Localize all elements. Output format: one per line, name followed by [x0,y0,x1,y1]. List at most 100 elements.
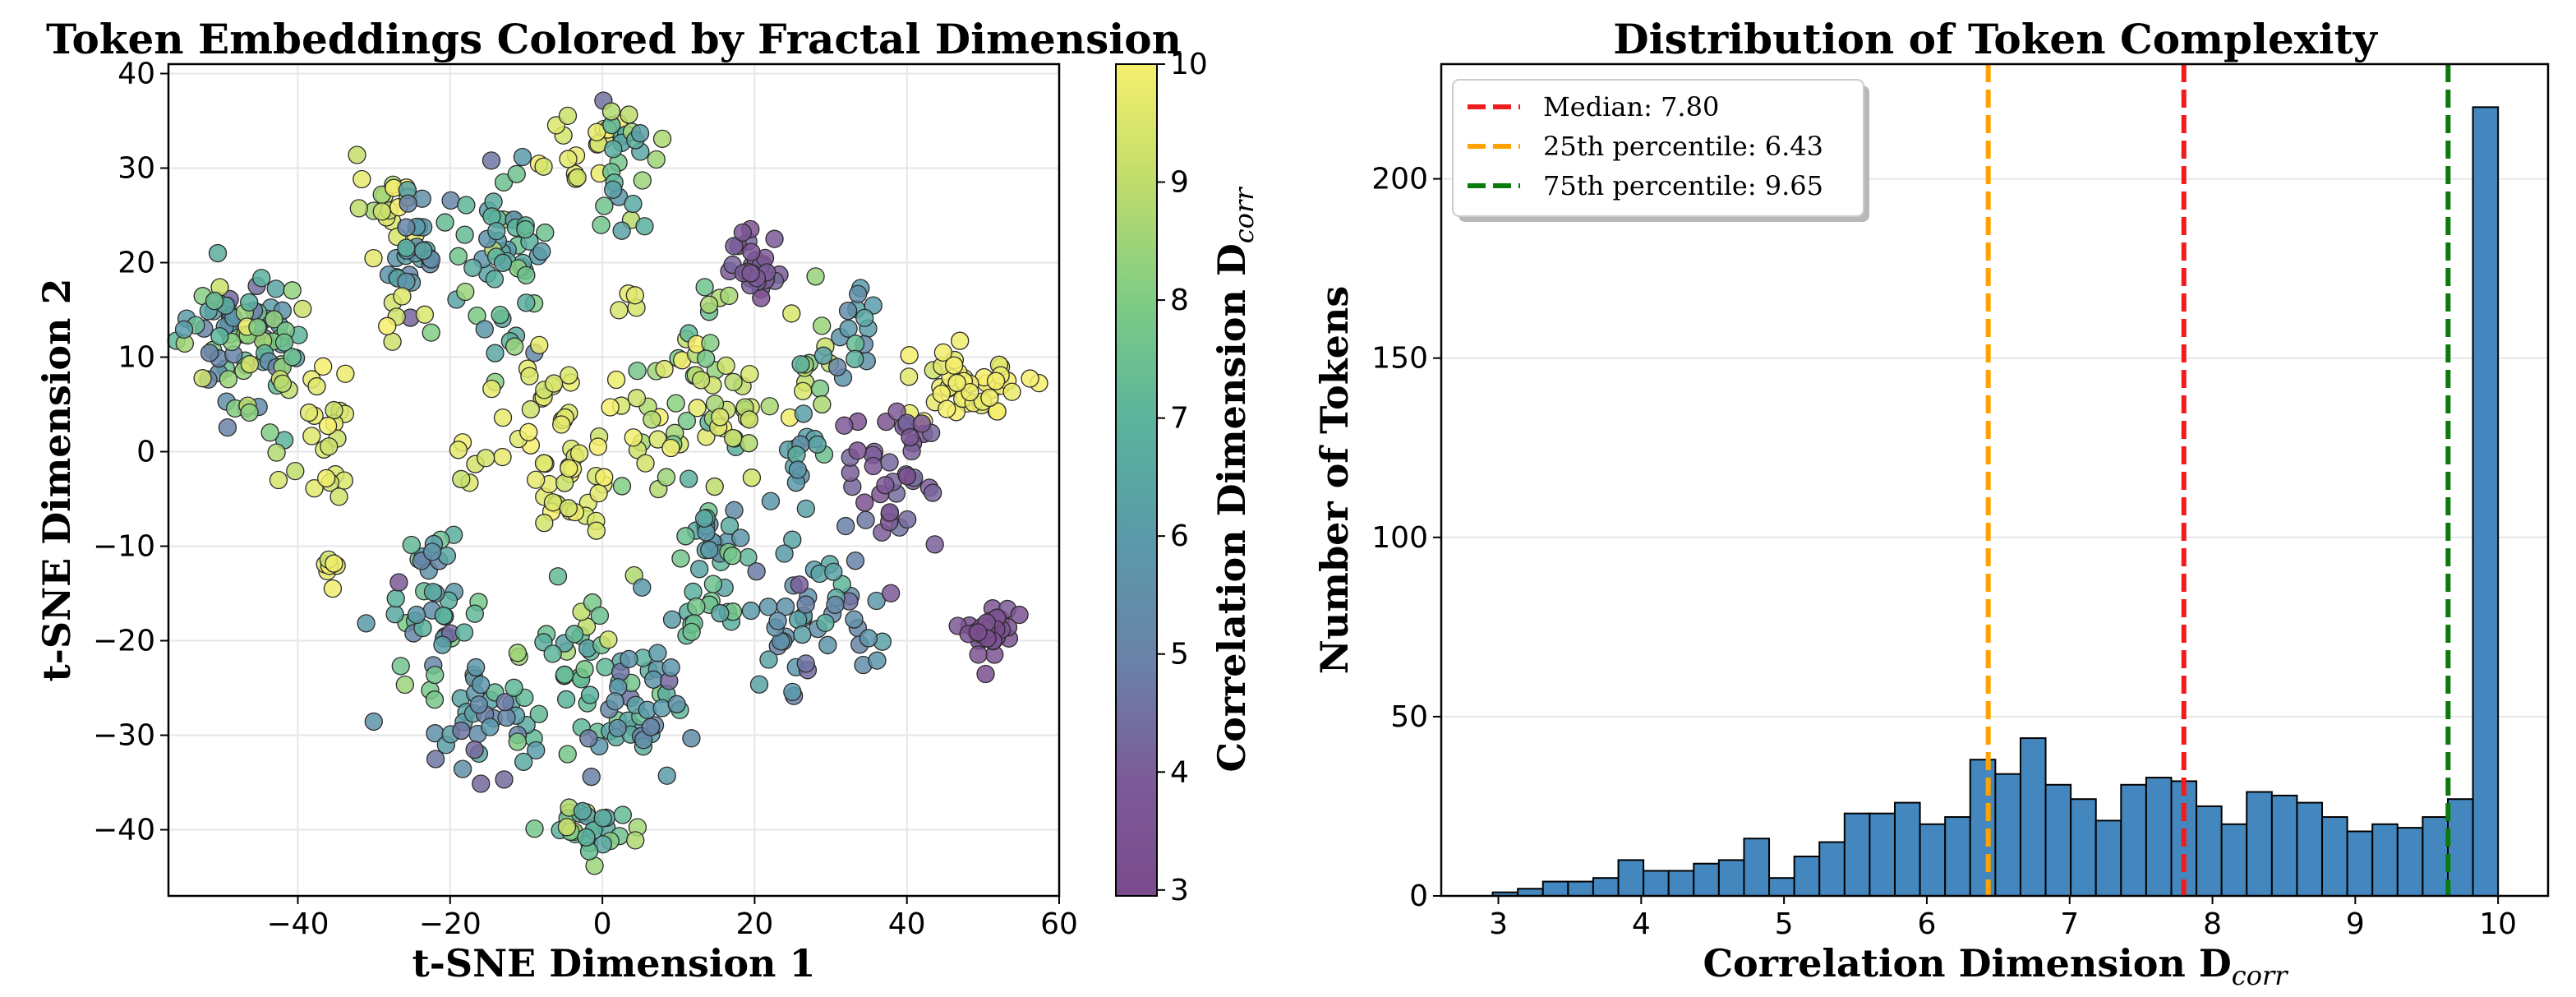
histogram-bar [2270,794,2298,897]
scatter-point [620,649,638,669]
scatter-point [788,460,808,479]
scatter-point [530,335,549,355]
histogram-bar [1818,841,1846,898]
scatter-point [652,129,672,148]
scatter-point [671,549,690,568]
scatter-point [495,693,514,712]
scatter-point [1010,605,1029,625]
scatter-point [731,529,750,547]
scatter-point [740,434,758,453]
histogram-bar [1743,838,1771,898]
scatter-point [560,366,578,385]
scatter-point [283,348,302,367]
histogram-bar [1793,856,1821,897]
scatter-point [505,337,524,356]
scatter-point [855,308,874,327]
scatter-point [661,658,680,677]
scatter-point [240,403,259,422]
histogram-x-tick-label: 4 [1632,907,1651,941]
scatter-point [662,610,682,629]
scatter-point [867,591,886,611]
scatter-point [575,660,594,679]
scatter-point [824,562,843,581]
scatter-point [457,196,476,215]
histogram-chart: Distribution of Token Complexity 3 4 5 6 7 8 9… [1312,15,2550,991]
scatter-point [839,319,858,338]
scatter-point [835,416,854,435]
scatter-point [587,521,606,540]
scatter-point [514,752,533,771]
scatter-point [422,542,442,561]
scatter-y-tick-label: 0 [136,436,155,469]
scatter-point [454,623,474,642]
scatter-point [205,291,224,311]
scatter-points [167,91,1048,875]
histogram-bar [2019,737,2047,897]
histogram-bar [2296,801,2324,897]
scatter-x-tick-label: 40 [888,907,926,941]
scatter-point [655,359,674,379]
scatter-point [813,316,832,335]
scatter-point [240,293,259,312]
scatter-point [389,573,408,592]
scatter-point [635,217,654,236]
scatter-point [684,582,703,602]
scatter-point [286,461,305,481]
scatter-point [856,510,875,529]
scatter-point [796,595,815,614]
scatter-point [816,613,835,633]
scatter-point [845,610,864,629]
scatter-y-label: t-SNE Dimension 2 [35,279,79,682]
scatter-point [933,343,953,362]
scatter-point [283,281,302,300]
scatter-point [318,416,338,436]
scatter-point [846,349,864,368]
legend-items: Median: 7.80 25th percentile: 6.43 75th pe… [1468,91,1823,201]
scatter-point [543,644,562,663]
scatter-point [557,818,577,837]
scatter-point [938,399,956,418]
scatter-point [687,597,706,616]
scatter-point [407,605,426,625]
legend-label: Median: 7.80 [1543,91,1719,122]
scatter-point [456,282,475,302]
scatter-point [423,583,443,602]
scatter-point [590,606,610,625]
scatter-point [760,397,779,416]
histogram-bar [2396,827,2424,897]
scatter-point [568,168,587,187]
scatter-point [776,597,795,616]
scatter-point [868,651,887,670]
scatter-point [747,562,766,581]
scatter-point [794,404,813,423]
scatter-point [980,388,999,408]
scatter-point [880,503,900,522]
scatter-point [265,310,283,329]
colorbar-label-subscript: corr [1228,187,1260,243]
scatter-point [299,403,319,422]
scatter-point [364,249,383,268]
scatter-point [565,625,584,644]
scatter-point [813,395,832,414]
histogram-bar [2145,777,2173,897]
scatter-point [336,364,355,383]
scatter-point [682,622,701,641]
scatter-point [641,718,661,736]
scatter-point [749,675,769,694]
scatter-point [469,695,488,714]
scatter-point [559,499,578,518]
histogram-title: Distribution of Token Complexity [1613,15,2378,63]
scatter-point [855,493,874,512]
scatter-y-tick-label: 10 [118,341,155,375]
scatter-point [813,346,833,365]
scatter-y-tick-label: 20 [118,247,155,280]
scatter-point [882,584,901,602]
scatter-point [273,374,293,393]
scatter-title: Token Embeddings Colored by Fractal Dime… [46,15,1182,63]
scatter-point [695,278,714,297]
scatter-point [725,237,744,256]
colorbar-tick-label: 10 [1170,48,1208,81]
histogram-bar [2120,783,2147,898]
scatter-point [475,320,494,339]
